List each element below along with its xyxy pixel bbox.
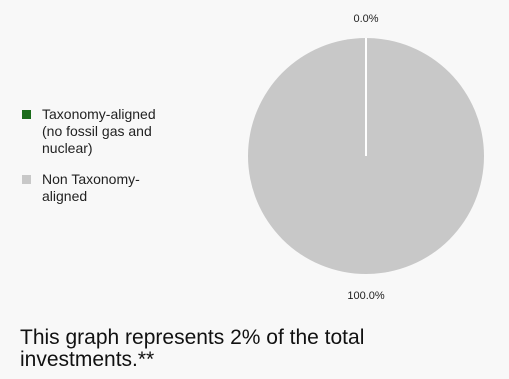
data-label-non-taxonomy-aligned: 100.0% (347, 290, 385, 302)
pie-chart: 0.0% 100.0% (248, 13, 484, 302)
legend-swatch-non-taxonomy-aligned (22, 175, 31, 184)
legend-label-non-taxonomy-aligned: Non Taxonomy- aligned (42, 171, 140, 204)
legend-swatch-taxonomy-aligned (22, 110, 31, 119)
legend-item-non-taxonomy-aligned: Non Taxonomy- aligned (22, 171, 192, 205)
chart-legend: Taxonomy-aligned (no fossil gas and nucl… (22, 106, 192, 219)
data-label-taxonomy-aligned: 0.0% (353, 13, 378, 25)
chart-caption: This graph represents 2% of the total in… (20, 326, 365, 371)
legend-label-taxonomy-aligned: Taxonomy-aligned (no fossil gas and nucl… (42, 106, 156, 156)
legend-item-taxonomy-aligned: Taxonomy-aligned (no fossil gas and nucl… (22, 106, 192, 157)
